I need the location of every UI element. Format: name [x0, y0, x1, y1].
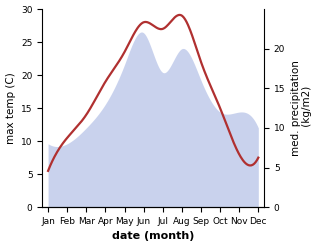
X-axis label: date (month): date (month): [112, 231, 194, 242]
Y-axis label: max temp (C): max temp (C): [5, 72, 16, 144]
Y-axis label: med. precipitation
 (kg/m2): med. precipitation (kg/m2): [291, 60, 313, 156]
